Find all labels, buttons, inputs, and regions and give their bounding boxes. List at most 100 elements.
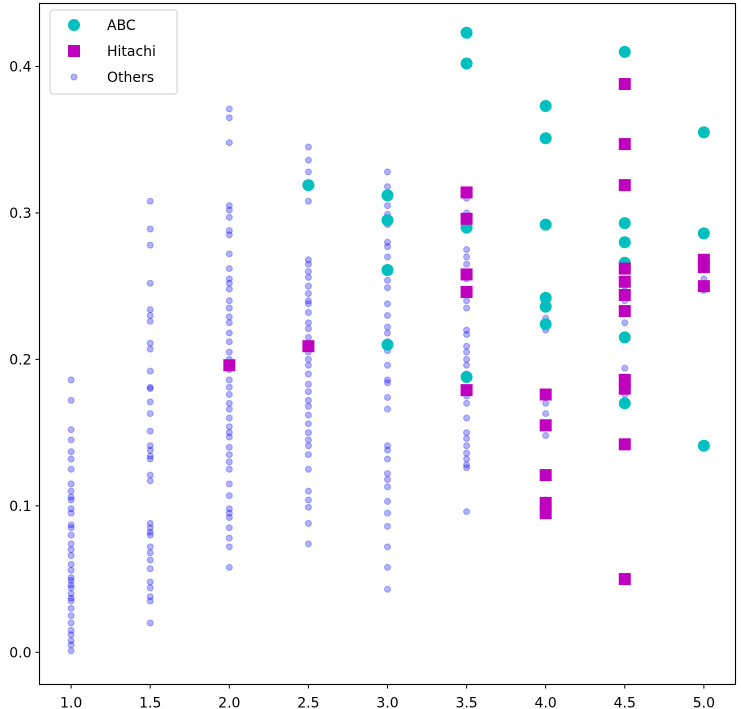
point-abc [460, 370, 473, 383]
point-hitachi [539, 419, 552, 432]
point-others [225, 279, 233, 287]
point-others [225, 451, 233, 459]
point-others [67, 496, 75, 504]
point-others [304, 300, 312, 308]
point-others [225, 313, 233, 321]
point-abc [302, 179, 315, 192]
point-others [146, 317, 154, 325]
point-others [225, 250, 233, 258]
point-others [67, 396, 75, 404]
point-others [542, 399, 550, 407]
point-others [384, 475, 391, 483]
point-others [304, 420, 312, 428]
point-others [384, 238, 391, 246]
point-others [304, 355, 312, 363]
point-others [225, 423, 233, 431]
point-others [304, 282, 312, 290]
point-others [225, 285, 233, 293]
point-others [225, 206, 233, 214]
point-others [146, 442, 154, 450]
point-others [304, 380, 312, 388]
point-others [146, 593, 154, 601]
point-others [304, 503, 312, 511]
point-others [384, 470, 391, 478]
point-abc [381, 214, 394, 227]
point-others [384, 183, 391, 191]
point-others [67, 465, 75, 473]
point-others [463, 355, 471, 363]
point-others [463, 361, 471, 369]
point-others [225, 414, 233, 422]
point-others [542, 410, 550, 418]
point-abc [618, 331, 631, 344]
point-others [67, 531, 75, 539]
point-others [146, 427, 154, 435]
point-others [384, 446, 391, 454]
point-others [146, 455, 154, 463]
point-others [67, 521, 75, 529]
point-others [304, 260, 312, 268]
point-others [225, 391, 233, 399]
point-others [146, 584, 154, 592]
point-others [384, 253, 391, 261]
legend-marker-others [70, 73, 78, 81]
point-others [146, 306, 154, 314]
point-others [67, 619, 75, 627]
point-others [146, 385, 154, 393]
point-others [67, 577, 75, 585]
point-others [225, 399, 233, 407]
point-others [67, 509, 75, 517]
point-others [463, 260, 471, 268]
point-others [384, 329, 391, 337]
point-others [146, 471, 154, 479]
point-hitachi [460, 186, 473, 199]
point-others [146, 345, 154, 353]
point-abc [539, 300, 552, 313]
point-others [542, 432, 550, 440]
point-others [225, 202, 233, 210]
point-others [146, 446, 154, 454]
point-others [67, 524, 75, 532]
point-others [146, 597, 154, 605]
point-others [146, 519, 154, 527]
point-others [146, 398, 154, 406]
y-axis: 0.0 0.1 0.2 0.3 0.4 [9, 59, 40, 661]
point-others [384, 243, 391, 251]
point-others [225, 348, 233, 356]
point-others [384, 300, 391, 308]
x-tick-label: 1.5 [139, 696, 161, 709]
point-others [146, 619, 154, 627]
point-hitachi [539, 469, 552, 482]
point-others [463, 434, 471, 442]
point-others [304, 496, 312, 504]
point-others [67, 637, 75, 645]
point-others [67, 487, 75, 495]
point-hitachi [697, 261, 710, 274]
y-tick-label: 0.1 [9, 499, 31, 515]
point-others [225, 509, 233, 517]
point-others [225, 534, 233, 542]
point-others [225, 524, 233, 532]
point-others [225, 514, 233, 522]
point-others [146, 339, 154, 347]
point-hitachi [618, 573, 631, 586]
point-others [463, 342, 471, 350]
point-others [463, 330, 471, 338]
point-others [67, 590, 75, 598]
point-others [304, 411, 312, 419]
point-others [304, 297, 312, 305]
point-others [225, 329, 233, 337]
point-abc [381, 189, 394, 202]
point-others [463, 449, 471, 457]
point-others [304, 540, 312, 548]
point-others [67, 626, 75, 634]
point-others [304, 487, 312, 495]
point-others [67, 574, 75, 582]
y-tick-label: 0.4 [9, 59, 31, 75]
point-abc [460, 57, 473, 70]
point-others [463, 246, 471, 254]
point-others [463, 253, 471, 261]
point-others [225, 429, 233, 437]
point-others [304, 256, 312, 264]
legend-label-abc: ABC [107, 18, 136, 34]
